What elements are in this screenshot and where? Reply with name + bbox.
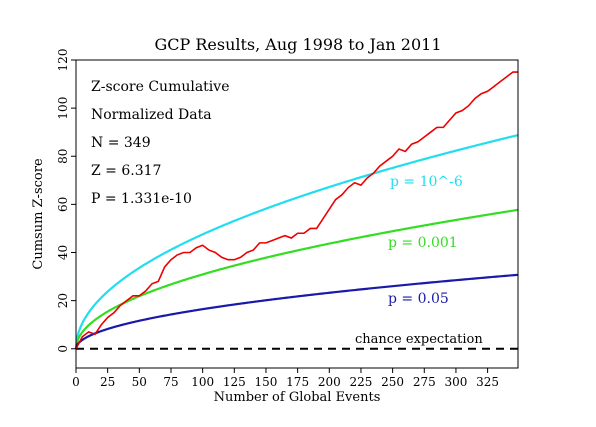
series-line-cumulative [75, 71, 518, 350]
curve-label-p-0001: p = 0.001 [388, 235, 458, 251]
x-tick-label: 150 [255, 375, 278, 389]
stats-line: P = 1.331e-10 [91, 191, 192, 207]
series-line-3 [74, 273, 519, 350]
y-axis-label: Cumsum Z-score [31, 158, 46, 270]
series-line-2 [74, 208, 519, 349]
x-tick-label: 325 [476, 375, 499, 389]
y-tick-label: 0 [56, 345, 70, 353]
x-axis-label: Number of Global Events [214, 390, 381, 405]
y-tick-label: 60 [56, 197, 70, 212]
x-tick-label: 200 [318, 375, 341, 389]
x-tick-label: 275 [413, 375, 436, 389]
text-layer: 0 25 50 75 100 125 150 175 200 225 250 275 300 325 0 20… [31, 35, 499, 405]
x-tick-label: 25 [100, 375, 115, 389]
x-tick-label: 0 [72, 375, 80, 389]
y-tick-label: 20 [56, 293, 70, 308]
x-tick-label: 125 [223, 375, 246, 389]
y-tick-label: 80 [56, 149, 70, 164]
chart-title: GCP Results, Aug 1998 to Jan 2011 [154, 35, 441, 54]
plot-layer [74, 71, 519, 350]
y-tick-label: 100 [56, 97, 70, 120]
x-tick-label: 100 [191, 375, 214, 389]
x-tick-label: 225 [350, 375, 373, 389]
axis-layer [71, 59, 519, 373]
x-tick-label: 75 [163, 375, 178, 389]
x-tick-label: 175 [286, 375, 309, 389]
curve-label-p-1e-6: p = 10^-6 [390, 174, 463, 190]
y-tick-label: 120 [56, 49, 70, 72]
baseline-label: chance expectation [355, 332, 483, 347]
stats-line: Normalized Data [91, 107, 212, 123]
plot-frame [75, 59, 519, 369]
curve-label-p-005: p = 0.05 [388, 291, 449, 307]
stats-line: Z-score Cumulative [91, 79, 229, 95]
stats-line: N = 349 [91, 135, 151, 151]
x-tick-label: 300 [444, 375, 467, 389]
series-line-1 [74, 134, 519, 349]
x-tick-label: 50 [132, 375, 147, 389]
y-tick-label: 40 [56, 245, 70, 260]
x-tick-label: 250 [381, 375, 404, 389]
stats-line: Z = 6.317 [91, 163, 161, 179]
